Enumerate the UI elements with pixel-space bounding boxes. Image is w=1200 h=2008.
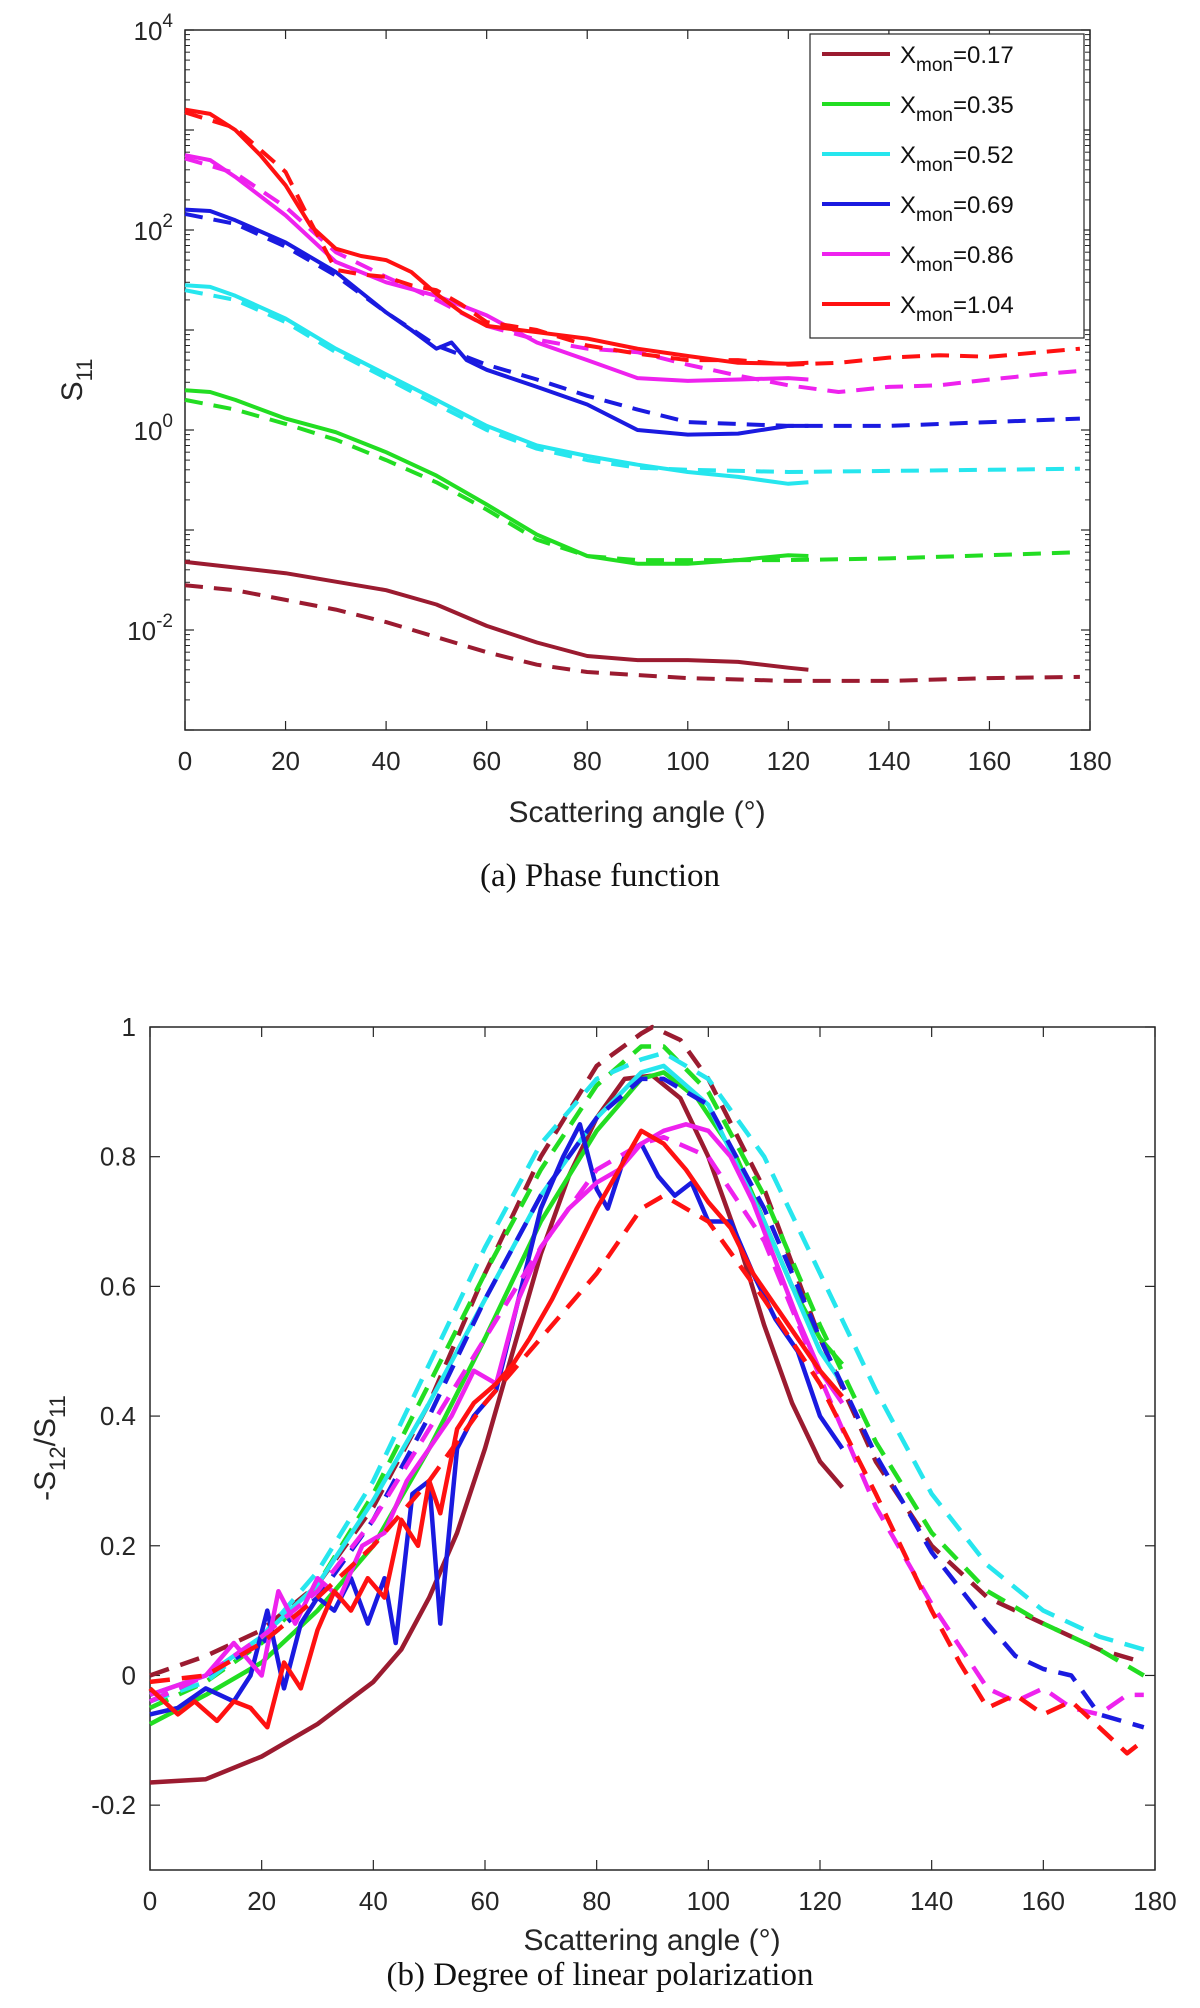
a-series-solid-2 — [184, 283, 809, 486]
a-xtick-label: 20 — [271, 746, 300, 776]
a-ytick-label: 100 — [134, 411, 174, 446]
a-xtick-label: 120 — [767, 746, 810, 776]
b-series-dashed-3 — [149, 1076, 1145, 1730]
b-ytick-label: 0.4 — [100, 1401, 136, 1431]
b-xtick-label: 100 — [687, 1886, 730, 1916]
b-xtick-label: 80 — [582, 1886, 611, 1916]
b-ytick-label: 1 — [122, 1012, 136, 1042]
a-series-dashed-3 — [184, 211, 1080, 428]
b-xtick-label: 0 — [143, 1886, 157, 1916]
chart-b-linear-polarization: 0 20 40 60 80 100 120 140 160 180 -0.2 0 0.2 0.4 0.6 0.… — [29, 1012, 1177, 1957]
chart-a-ticks: 0 20 40 60 80 100 120 140 160 180 10-2 100 102 104 — [127, 11, 1112, 776]
a-xtick-label: 100 — [666, 746, 709, 776]
b-xtick-label: 40 — [359, 1886, 388, 1916]
b-xtick-label: 60 — [471, 1886, 500, 1916]
a-series-solid-0 — [184, 559, 809, 672]
chart-a-series — [184, 107, 1081, 683]
chart-b-ticks: 0 20 40 60 80 100 120 140 160 180 -0.2 0 0.2 0.4 0.6 0.… — [91, 1012, 1177, 1916]
a-series-solid-3 — [184, 207, 809, 437]
b-ytick-label: -0.2 — [91, 1790, 136, 1820]
b-xtick-label: 180 — [1133, 1886, 1176, 1916]
a-series-solid-1 — [184, 388, 809, 566]
caption-a: (a) Phase function — [479, 858, 721, 894]
chart-a-legend: Xmon=0.17Xmon=0.35Xmon=0.52Xmon=0.69Xmon… — [809, 33, 1085, 339]
b-series-dashed-5 — [149, 1193, 1146, 1756]
a-series-dashed-1 — [184, 397, 1080, 563]
chart-b-plot-frame — [149, 1026, 1156, 1871]
a-xtick-label: 160 — [968, 746, 1011, 776]
b-series-dashed-4 — [149, 1134, 1144, 1717]
a-xtick-label: 40 — [372, 746, 401, 776]
caption-b: (b) Degree of linear polarization — [386, 1957, 814, 1993]
b-ytick-label: 0.8 — [100, 1142, 136, 1172]
a-xtick-label: 60 — [472, 746, 501, 776]
a-ytick-label: 10-2 — [127, 611, 173, 646]
chart-b-xlabel: Scattering angle (°) — [523, 1924, 780, 1957]
chart-a-xlabel: Scattering angle (°) — [508, 796, 765, 829]
b-ytick-label: 0.6 — [100, 1271, 136, 1301]
chart-a-phase-function: 0 20 40 60 80 100 120 140 160 180 10-2 100 102 104 Xm… — [56, 11, 1112, 829]
b-series-dashed-2 — [149, 1050, 1145, 1704]
b-ytick-label: 0.2 — [100, 1531, 136, 1561]
a-xtick-label: 80 — [573, 746, 602, 776]
a-xtick-label: 140 — [867, 746, 910, 776]
legend-box — [809, 33, 1085, 339]
a-series-dashed-5 — [184, 110, 1081, 367]
chart-b-series — [148, 1024, 1146, 1785]
chart-b-ylabel: -S12/S11 — [29, 1395, 70, 1501]
a-ytick-label: 104 — [134, 11, 174, 46]
a-ytick-label: 102 — [134, 211, 174, 246]
b-ytick-label: 0 — [122, 1660, 136, 1690]
b-xtick-label: 120 — [798, 1886, 841, 1916]
a-series-dashed-2 — [184, 288, 1080, 474]
b-xtick-label: 20 — [247, 1886, 276, 1916]
a-series-dashed-0 — [184, 583, 1080, 683]
b-series-solid-5 — [148, 1128, 845, 1730]
a-series-dashed-4 — [184, 156, 1081, 394]
a-series-solid-4 — [184, 153, 809, 383]
b-xtick-label: 160 — [1022, 1886, 1065, 1916]
a-xtick-label: 0 — [178, 746, 192, 776]
chart-a-ylabel: S11 — [56, 359, 97, 402]
a-series-solid-5 — [184, 107, 809, 366]
b-xtick-label: 140 — [910, 1886, 953, 1916]
a-xtick-label: 180 — [1068, 746, 1111, 776]
